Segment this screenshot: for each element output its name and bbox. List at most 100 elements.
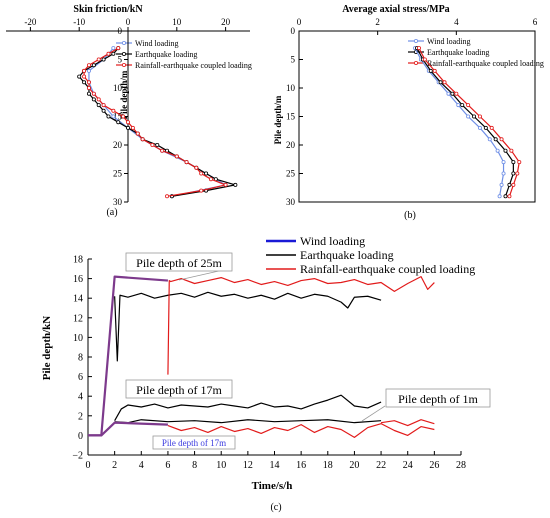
panel-c-x-tick-label: 2: [112, 460, 117, 471]
panel-a-point: [101, 103, 106, 108]
panel-b-point: [446, 91, 451, 96]
panel-a-title: Skin friction/kN: [73, 4, 143, 15]
panel-b-y-tick-label: 5: [291, 55, 296, 65]
panel-b-point: [477, 114, 482, 119]
panel-b-legend-label: Earthquake loading: [427, 48, 489, 57]
panel-a-point: [204, 171, 209, 176]
panel-b-title: Average axial stress/MPa: [342, 4, 449, 15]
annotation-depth-25m: Pile depth of 25m: [125, 252, 233, 281]
panel-a-legend-marker: [122, 41, 127, 46]
panel-c-x-tick-label: 6: [165, 460, 170, 471]
annotation-depth-25m-text: Pile depth of 25m: [136, 256, 222, 270]
panel-b-point: [416, 46, 421, 51]
panel-c-y-tick-label: 8: [78, 353, 83, 364]
panel-c-y-tick-label: 0: [78, 431, 83, 442]
panel-b-point: [450, 91, 455, 96]
panel-a-x-tick-label: -20: [24, 17, 36, 27]
panel-c-x-tick-label: 0: [86, 460, 91, 471]
panel-a-y-tick-label: 20: [113, 140, 123, 150]
panel-b-legend-marker: [413, 61, 418, 66]
panel-a-y-tick-label: 5: [118, 55, 123, 65]
panel-a-label: (a): [106, 207, 117, 218]
panel-b-x-tick-label: 6: [533, 17, 538, 27]
annotation-depth-17m: Pile depth of 17m: [125, 379, 233, 399]
panel-b-point: [483, 125, 488, 130]
panel-c-x-tick-label: 14: [270, 460, 280, 471]
panel-a-point: [150, 142, 155, 147]
panel-a-point: [82, 74, 87, 79]
panel-b-point: [487, 137, 492, 142]
panel-b-point: [495, 148, 500, 153]
panel-c-y-tick-label: 14: [73, 294, 83, 305]
panel-c-series-rainfall-earthquake-coupled-loading-2: [380, 419, 435, 427]
panel-b-legend-label: Rainfall-earthquake coupled loading: [427, 59, 544, 68]
panel-b-y-tick-label: 0: [291, 26, 296, 36]
panel-a-series-earthquake-loading: [78, 47, 236, 197]
panel-a-point: [121, 114, 126, 119]
panel-a-point: [96, 103, 101, 108]
panel-c-xlabel: Time/s/h: [252, 480, 293, 492]
panel-b-point: [472, 114, 477, 119]
panel-c-y-tick-label: −2: [72, 451, 83, 462]
panel-c-series-earthquake-loading-1: [114, 394, 382, 421]
panel-c-y-tick-label: 16: [73, 274, 83, 285]
panel-a-point: [91, 63, 96, 68]
panel-b-point: [489, 125, 494, 130]
panel-a-point: [86, 68, 91, 73]
panel-b-point: [501, 171, 506, 176]
panel-b-point: [497, 194, 502, 199]
panel-a-point: [116, 46, 121, 51]
panel-a-y-tick-label: 25: [113, 169, 123, 179]
panel-a-point: [96, 57, 101, 62]
panel-b-point: [503, 194, 508, 199]
panel-a-point: [86, 91, 91, 96]
panel-c-legend-label: Earthquake loading: [300, 248, 394, 262]
panel-c-plot-area: 0 2 4 6 8 10 12 14 16 18 20 22 24 26 28−20246810121416…: [72, 255, 466, 472]
panel-b-axial-stress: Average axial stress/MPa Pile depth/m (b…: [273, 4, 544, 221]
panel-a-x-tick-label: -10: [73, 17, 85, 27]
panel-a-legend-label: Wind loading: [135, 39, 178, 48]
panel-c-x-tick-label: 28: [456, 460, 466, 471]
panel-c-x-tick-label: 8: [192, 460, 197, 471]
panel-a-point: [208, 177, 213, 182]
panel-b-point: [511, 160, 516, 165]
panel-a-point: [82, 80, 87, 85]
panel-b-x-tick-label: 4: [454, 17, 459, 27]
panel-a-point: [199, 188, 204, 193]
panel-b-point: [422, 57, 427, 62]
panel-c-series-rainfall-earthquake-coupled-loading-1: [167, 423, 435, 438]
panel-c-series-earthquake-loading-2: [114, 419, 382, 424]
panel-b-label: (b): [404, 210, 416, 221]
panel-a-point: [96, 97, 101, 102]
panel-b-x-tick-label: 0: [297, 17, 302, 27]
panel-c-x-tick-label: 24: [403, 460, 413, 471]
panel-c-x-tick-label: 12: [243, 460, 253, 471]
panel-b-point: [503, 148, 508, 153]
panel-c-time-series: 0 2 4 6 8 10 12 14 16 18 20 22 24 26 28−20246810121416…: [41, 234, 491, 513]
panel-a-point: [91, 97, 96, 102]
annotation-depth-1m-text: Pile depth of 1m: [398, 392, 478, 406]
panel-c-x-tick-label: 16: [296, 460, 306, 471]
panel-b-point: [466, 103, 471, 108]
panel-a-legend-marker: [122, 52, 127, 57]
panel-b-point: [501, 160, 506, 165]
panel-b-y-tick-label: 20: [286, 140, 296, 150]
panel-a-point: [126, 120, 131, 125]
panel-b-point: [509, 148, 514, 153]
panel-b-point: [499, 182, 504, 187]
panel-c-x-tick-label: 10: [216, 460, 226, 471]
annotation-depth-1m: Pile depth of 1m: [361, 388, 491, 422]
panel-b-point: [466, 114, 471, 119]
panel-a-legend: Wind loading Earthquake loading Rainfall-e…: [116, 39, 252, 70]
panel-a-point: [155, 142, 160, 147]
panel-c-series-wind-loading-0: [88, 275, 169, 437]
panel-a-point: [91, 91, 96, 96]
panel-a-point: [165, 194, 170, 199]
panel-b-point: [507, 182, 512, 187]
panel-c-y-tick-label: 18: [73, 255, 83, 266]
panel-a-y-tick-label: 0: [118, 26, 123, 36]
panel-b-point: [454, 91, 459, 96]
panel-a-point: [86, 80, 91, 85]
panel-b-point: [511, 182, 516, 187]
panel-a-y-tick-label: 30: [113, 197, 123, 207]
